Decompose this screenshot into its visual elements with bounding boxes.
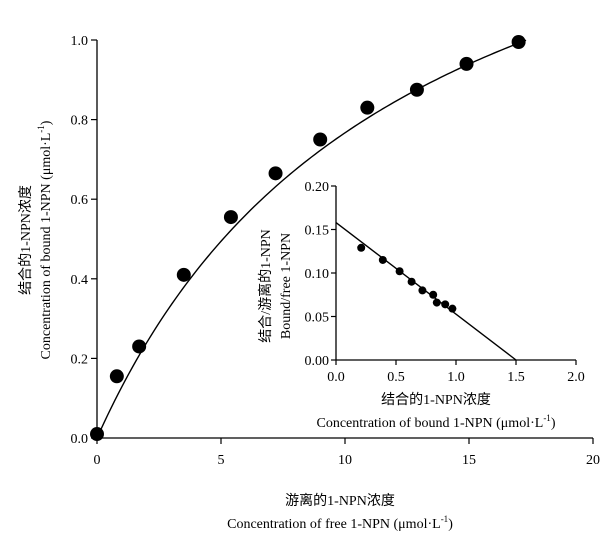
main-data-points [90,34,526,442]
inset-y-tick-label: 0.10 [305,267,330,282]
inset-data-points [357,243,457,313]
inset-data-point [418,286,427,295]
inset-y-tick-label: 0.20 [305,180,330,195]
main-y-tick-label: 0.8 [71,114,89,129]
inset-x-tick-label: 1.0 [447,370,465,385]
main-ylabel-zh: 结合的1-NPN浓度 [18,185,34,295]
main-data-point [176,267,191,282]
inset-ylabel-en: Bound/free 1-NPN [279,233,294,339]
inset-y-tick-label: 0.00 [305,354,330,369]
inset-xlabel-close: ) [551,416,556,431]
main-ticks: 0 5 10 15 20 0.0 0.2 0.4 0.6 0.8 1.0 [71,34,601,468]
main-data-point [360,100,375,115]
main-ylabel-close: ) [39,120,54,125]
main-data-point [132,339,147,354]
inset-x-tick-label: 0.5 [387,370,405,385]
main-ylabel-en-text: Concentration of bound 1-NPN (μmol·L [39,133,54,360]
main-data-point [223,210,238,225]
main-xlabel-close: ) [448,517,453,532]
main-data-point [313,132,328,147]
main-xlabel-zh: 游离的1-NPN浓度 [285,492,395,509]
inset-ylabel-zh: 结合/游离的1-NPN [257,229,274,343]
inset-x-tick-label: 0.0 [327,370,345,385]
main-data-point [409,82,424,97]
main-x-tick-label: 15 [462,453,476,468]
inset-xlabel-en-text: Concentration of bound 1-NPN (μmol·L [317,416,544,431]
inset-data-point [407,277,416,286]
main-y-tick-label: 0.2 [71,352,89,367]
inset-data-point [357,243,366,252]
inset-xlabel-sup: -1 [543,413,551,423]
main-y-tick-label: 0.4 [71,273,89,288]
main-plot: 0 5 10 15 20 0.0 0.2 0.4 0.6 0.8 1.0 游离的1-NPN浓度 Co… [18,34,600,532]
inset-data-point [441,300,450,309]
inset-data-point [395,267,404,276]
inset-xlabel-zh: 结合的1-NPN浓度 [381,392,491,408]
main-x-tick-label: 5 [218,453,225,468]
inset-data-point [448,304,457,313]
main-x-tick-label: 0 [94,453,101,468]
inset-y-tick-label: 0.05 [305,311,330,326]
main-ylabel-sup: -1 [36,125,46,133]
inset-ticks: 0.0 0.5 1.0 1.5 2.0 0.00 0.05 0.10 0.15 0.20 [305,180,585,385]
inset-plot: 0.0 0.5 1.0 1.5 2.0 0.00 0.05 0.10 0.15 0.20 结合的1… [257,180,585,431]
main-xlabel-en: Concentration of free 1-NPN (μmol·L-1) [227,514,453,532]
main-data-point [511,34,526,49]
main-xlabel-en-text: Concentration of free 1-NPN (μmol·L [227,517,441,532]
inset-data-point [378,255,387,264]
main-xlabel-sup: -1 [441,514,449,524]
inset-xlabel-en: Concentration of bound 1-NPN (μmol·L-1) [317,413,556,431]
main-data-point [459,56,474,71]
main-data-point [109,369,124,384]
main-x-tick-label: 10 [338,453,352,468]
main-data-point [268,166,283,181]
inset-x-tick-label: 1.5 [507,370,525,385]
main-ylabel-en: Concentration of bound 1-NPN (μmol·L-1) [36,120,54,359]
inset-x-tick-label: 2.0 [567,370,585,385]
main-y-tick-label: 1.0 [71,34,89,49]
main-fit-curve [96,39,527,439]
inset-y-tick-label: 0.15 [305,224,330,239]
inset-data-point [432,298,441,307]
main-y-tick-label: 0.0 [71,432,89,447]
main-x-tick-label: 20 [586,453,600,468]
main-y-tick-label: 0.6 [71,193,89,208]
inset-data-point [429,290,438,299]
